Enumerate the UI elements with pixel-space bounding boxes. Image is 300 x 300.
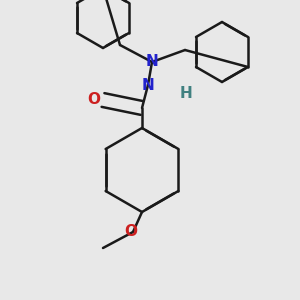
Text: N: N [142,77,154,92]
Text: N: N [146,55,158,70]
Text: O: O [124,224,137,239]
Text: H: H [180,85,192,100]
Text: O: O [88,92,100,107]
